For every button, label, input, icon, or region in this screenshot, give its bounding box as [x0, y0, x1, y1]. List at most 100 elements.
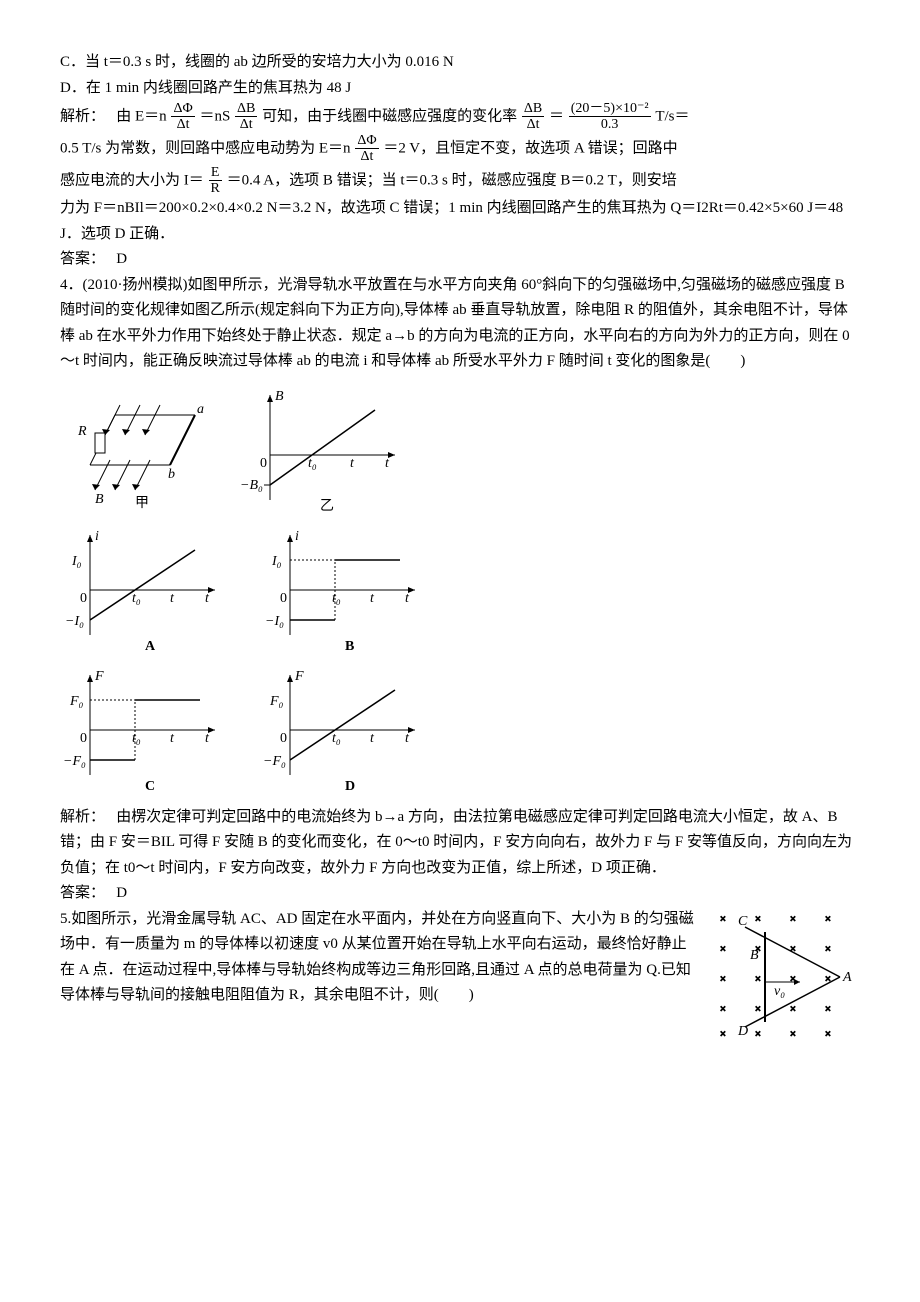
svg-text:t: t — [405, 591, 410, 606]
svg-text:C: C — [145, 779, 155, 794]
answer-value: D — [116, 251, 127, 267]
svg-text:×: × — [720, 1029, 726, 1040]
analysis-1-cont3: 力为 F＝nBIl＝200×0.2×0.4×0.2 N＝3.2 N，故选项 C … — [60, 196, 860, 247]
svg-text:t: t — [170, 731, 175, 746]
graph-A: i 0 I₀ −I₀ t₀ t t A — [60, 525, 230, 655]
figure-yi: B 0 −B₀ t₀ t t 乙 — [240, 385, 410, 515]
t: T/s＝ — [655, 108, 689, 124]
analysis-label: 解析： — [60, 809, 105, 825]
svg-text:t: t — [405, 731, 410, 746]
svg-text:×: × — [720, 1004, 726, 1015]
svg-text:A: A — [842, 970, 852, 985]
svg-text:×: × — [825, 1004, 831, 1015]
svg-text:t: t — [350, 456, 355, 471]
frac-calc: (20－5)×10⁻²0.3 — [569, 101, 651, 133]
graph-D: F 0 F₀ −F₀ t₀ t t D — [260, 665, 430, 795]
svg-text:B: B — [750, 948, 759, 963]
svg-text:甲: 甲 — [135, 496, 149, 511]
svg-text:×: × — [825, 914, 831, 925]
svg-text:−I₀: −I₀ — [65, 614, 84, 629]
diagram-jia: R a b B 甲 — [60, 385, 210, 515]
svg-text:v₀: v₀ — [774, 984, 785, 999]
svg-text:×: × — [790, 1004, 796, 1015]
svg-text:A: A — [145, 639, 156, 654]
analysis-2: 解析： 由楞次定律可判定回路中的电流始终为 b→a 方向，由法拉第电磁感应定律可… — [60, 805, 860, 882]
option-c: C．当 t＝0.3 s 时，线圈的 ab 边所受的安培力大小为 0.016 N — [60, 50, 860, 76]
figure-A: i 0 I₀ −I₀ t₀ t t A — [60, 525, 230, 655]
analysis-1-cont: 0.5 T/s 为常数，则回路中感应电动势为 E＝n ΔΦΔt ＝2 V，且恒定… — [60, 133, 860, 165]
svg-text:t₀: t₀ — [332, 731, 341, 746]
svg-text:0: 0 — [280, 731, 287, 746]
svg-text:B: B — [345, 639, 354, 654]
analysis-text: 由楞次定律可判定回路中的电流始终为 b→a 方向，由法拉第电磁感应定律可判定回路… — [60, 809, 852, 876]
svg-text:乙: 乙 — [320, 498, 334, 514]
t: ＝0.4 A，选项 B 错误；当 t＝0.3 s 时，磁感应强度 B＝0.2 T… — [227, 172, 677, 188]
svg-text:×: × — [790, 1029, 796, 1040]
svg-text:−I₀: −I₀ — [265, 614, 284, 629]
t: 感应电流的大小为 I＝ — [60, 172, 204, 188]
svg-text:t: t — [385, 456, 390, 471]
figure-D: F 0 F₀ −F₀ t₀ t t D — [260, 665, 430, 795]
svg-text:F: F — [294, 669, 304, 684]
svg-text:0: 0 — [80, 731, 87, 746]
svg-text:t: t — [205, 731, 210, 746]
svg-text:−B₀: −B₀ — [240, 478, 263, 493]
svg-text:×: × — [790, 914, 796, 925]
svg-text:a: a — [197, 402, 204, 417]
graph-yi: B 0 −B₀ t₀ t t 乙 — [240, 385, 410, 515]
figure-q5: ×××× ×××× ×××× ×××× ×××× v₀ C A D B — [710, 907, 860, 1047]
frac-e-r: ER — [209, 165, 222, 197]
svg-text:t₀: t₀ — [308, 456, 317, 471]
svg-text:×: × — [755, 1029, 761, 1040]
figure-row-2: i 0 I₀ −I₀ t₀ t t A i 0 I₀ −I₀ t₀ t t — [60, 525, 860, 655]
figure-B: i 0 I₀ −I₀ t₀ t t B — [260, 525, 430, 655]
svg-text:t: t — [170, 591, 175, 606]
svg-text:×: × — [720, 974, 726, 985]
svg-text:×: × — [755, 1004, 761, 1015]
answer-label: 答案： — [60, 251, 105, 267]
svg-text:t₀: t₀ — [132, 591, 141, 606]
t: ＝nS — [199, 108, 230, 124]
svg-text:B: B — [275, 389, 284, 404]
figure-row-3: F 0 F₀ −F₀ t₀ t t C F 0 F₀ −F₀ t₀ t t — [60, 665, 860, 795]
answer-2: 答案： D — [60, 881, 860, 907]
svg-text:−F₀: −F₀ — [63, 754, 86, 769]
svg-text:t₀: t₀ — [132, 731, 141, 746]
question-4: 4．(2010·扬州模拟)如图甲所示，光滑导轨水平放置在与水平方向夹角 60°斜… — [60, 273, 860, 375]
svg-text:t: t — [370, 591, 375, 606]
frac-dphi-dt: ΔΦΔt — [171, 101, 194, 133]
analysis-1-cont2: 感应电流的大小为 I＝ ER ＝0.4 A，选项 B 错误；当 t＝0.3 s … — [60, 165, 860, 197]
t: 0.5 T/s 为常数，则回路中感应电动势为 E＝n — [60, 140, 351, 156]
figure-jia: R a b B 甲 — [60, 385, 210, 515]
svg-text:i: i — [95, 529, 99, 544]
answer-value: D — [116, 885, 127, 901]
analysis-label: 解析： — [60, 108, 105, 124]
analysis-1: 解析： 由 E＝n ΔΦΔt ＝nS ΔBΔt 可知，由于线圈中磁感应强度的变化… — [60, 101, 860, 133]
question-5-text: 5.如图所示，光滑金属导轨 AC、AD 固定在水平面内，并处在方向竖直向下、大小… — [60, 911, 694, 1004]
t: 由 E＝n — [116, 108, 166, 124]
svg-text:×: × — [720, 914, 726, 925]
graph-C: F 0 F₀ −F₀ t₀ t t C — [60, 665, 230, 795]
frac-dphi-dt-2: ΔΦΔt — [355, 133, 378, 165]
answer-1: 答案： D — [60, 247, 860, 273]
option-d: D．在 1 min 内线圈回路产生的焦耳热为 48 J — [60, 76, 860, 102]
svg-text:F₀: F₀ — [269, 694, 284, 709]
answer-label: 答案： — [60, 885, 105, 901]
svg-text:I₀: I₀ — [271, 554, 282, 569]
svg-text:B: B — [95, 492, 104, 507]
diagram-q5: ×××× ×××× ×××× ×××× ×××× v₀ C A D B — [710, 907, 860, 1047]
svg-text:b: b — [168, 467, 175, 482]
t: 可知，由于线圈中磁感应强度的变化率 — [262, 108, 517, 124]
frac-db-dt-2: ΔBΔt — [522, 101, 544, 133]
svg-text:D: D — [737, 1024, 748, 1039]
svg-text:×: × — [720, 944, 726, 955]
svg-text:0: 0 — [280, 591, 287, 606]
svg-text:F₀: F₀ — [69, 694, 84, 709]
svg-text:F: F — [94, 669, 104, 684]
t: ＝2 V，且恒定不变，故选项 A 错误；回路中 — [383, 140, 677, 156]
svg-text:×: × — [825, 1029, 831, 1040]
svg-text:t₀: t₀ — [332, 591, 341, 606]
svg-text:×: × — [825, 944, 831, 955]
t: ＝ — [549, 108, 564, 124]
svg-text:×: × — [755, 974, 761, 985]
